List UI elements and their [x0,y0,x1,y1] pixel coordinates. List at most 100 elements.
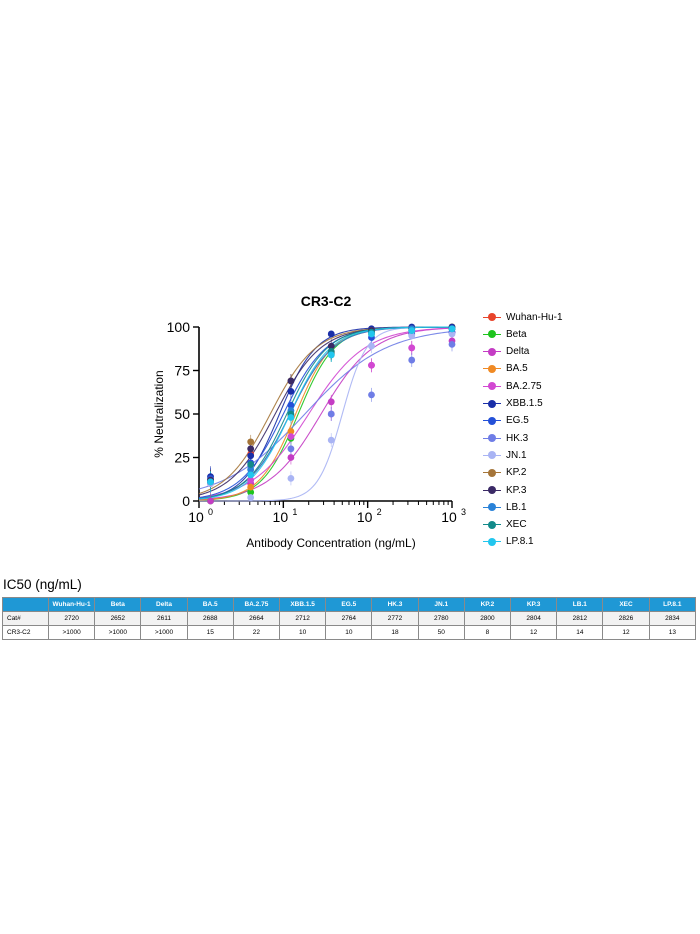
legend-line [483,506,501,508]
data-point-lp.8.1 [448,325,456,333]
legend-line [483,489,501,491]
data-point-xbb.1.5 [327,330,335,338]
table-header-cell: XBB.1.5 [279,597,327,612]
data-point-lp.8.1 [207,478,214,486]
y-axis-label: % Neutralization [152,370,166,457]
data-point-lp.8.1 [287,414,295,421]
data-point-kp.3 [287,377,295,385]
legend-item: XEC [483,517,527,533]
legend-label: XBB.1.5 [506,398,543,409]
data-point-hk.3 [287,445,295,453]
legend-line [483,368,501,370]
legend-label: BA.2.75 [506,380,542,392]
legend-item: BA.5 [483,361,528,377]
fit-curve-hk.3 [198,331,453,490]
table-header-cell: EG.5 [325,597,373,612]
x-tick-exponent: 0 [208,507,213,517]
table-header-row: Wuhan-Hu-1 Beta Delta BA.5 BA.2.75 XBB.1.5 EG.… [2,597,697,612]
data-point-lp.8.1 [247,471,255,479]
data-point-jn.1 [287,474,295,482]
data-point-delta [327,398,335,406]
legend-item: HK.3 [483,430,528,446]
table-cell: >1000 [140,625,188,640]
table-cell: 2720 [47,611,96,626]
table-cell: 2800 [463,611,512,626]
table-header-cell: XEC [602,597,650,612]
legend-item: Beta [483,326,527,342]
legend-line [483,351,501,353]
table-header-cell: HK.3 [371,597,419,612]
table-cell: 2764 [325,611,373,626]
table-header-cell [2,597,49,612]
legend-label: LB.1 [506,501,527,513]
table-cell: 12 [510,625,558,640]
legend-item: KP.3 [483,482,526,498]
table-cell: 2812 [556,611,604,626]
x-tick-exponent: 3 [461,507,466,517]
data-point-kp.3 [327,342,335,350]
legend-marker-icon [483,451,501,460]
legend-label: XEC [506,519,527,531]
data-point-delta [207,497,214,505]
legend-marker-icon [483,434,501,443]
table-row: Cat# 2720 2652 2611 2688 2664 2712 2764 2772 2780… [2,611,697,626]
legend-item: LP.8.1 [483,534,534,550]
table-cell: 15 [186,625,234,640]
table-header-cell: JN.1 [417,597,465,612]
legend-label: Beta [506,328,527,340]
legend-label: Delta [506,346,530,358]
legend-label: JN.1 [506,449,527,461]
table-header-cell: KP.2 [463,597,512,612]
table-row-label: Cat# [2,611,49,626]
data-point-lp.8.1 [408,327,416,334]
legend-line [483,316,501,318]
legend-label: KP.2 [506,467,527,479]
data-point-xbb.1.5 [247,452,255,460]
legend-marker-icon [483,520,501,529]
x-axis-label: Antibody Concentration (ng/mL) [246,536,415,550]
table-cell: 2826 [602,611,650,626]
data-point-delta [287,454,295,461]
legend-item: Delta [483,344,530,360]
legend-line [483,403,501,404]
table-header-cell: KP.3 [510,597,558,612]
legend-marker-icon [483,382,501,391]
legend-marker-icon [483,416,501,425]
y-tick-label: 75 [174,363,190,379]
legend-label: BA.5 [506,363,528,375]
legend-item: EG.5 [483,413,529,429]
table-header-cell: BA.5 [186,597,234,612]
legend-line [483,333,501,335]
fit-curve-kp.2 [198,326,453,495]
legend-marker-icon [483,364,501,373]
table-header-cell: LB.1 [556,597,604,612]
data-point-hk.3 [327,410,335,418]
table-header-cell: Wuhan-Hu-1 [47,597,96,612]
legend-marker-icon [483,347,501,356]
data-point-ba.5 [287,428,295,435]
table-header-cell: LP.8.1 [648,597,697,612]
table-cell: 2664 [232,611,281,626]
data-point-hk.3 [368,391,375,399]
data-point-jn.1 [408,332,416,340]
x-tick-label: 10 [273,509,289,525]
data-point-beta [247,488,255,496]
table-header-cell: BA.2.75 [232,597,281,612]
legend-line [483,420,501,422]
legend-marker-icon [483,330,501,339]
data-point-kp.2 [247,438,255,446]
data-point-xbb.1.5 [287,387,295,395]
table-cell: 2688 [186,611,234,626]
data-point-jn.1 [448,330,456,338]
y-tick-label: 50 [174,406,190,422]
x-tick-label: 10 [357,509,373,525]
table-cell: 14 [556,625,604,640]
legend-line [483,454,501,456]
data-point-jn.1 [247,494,255,501]
x-tick-label: 10 [188,509,204,525]
legend-marker-icon [483,486,501,494]
table-header-cell: Beta [94,597,142,612]
data-point-ba.2.75 [247,476,255,484]
